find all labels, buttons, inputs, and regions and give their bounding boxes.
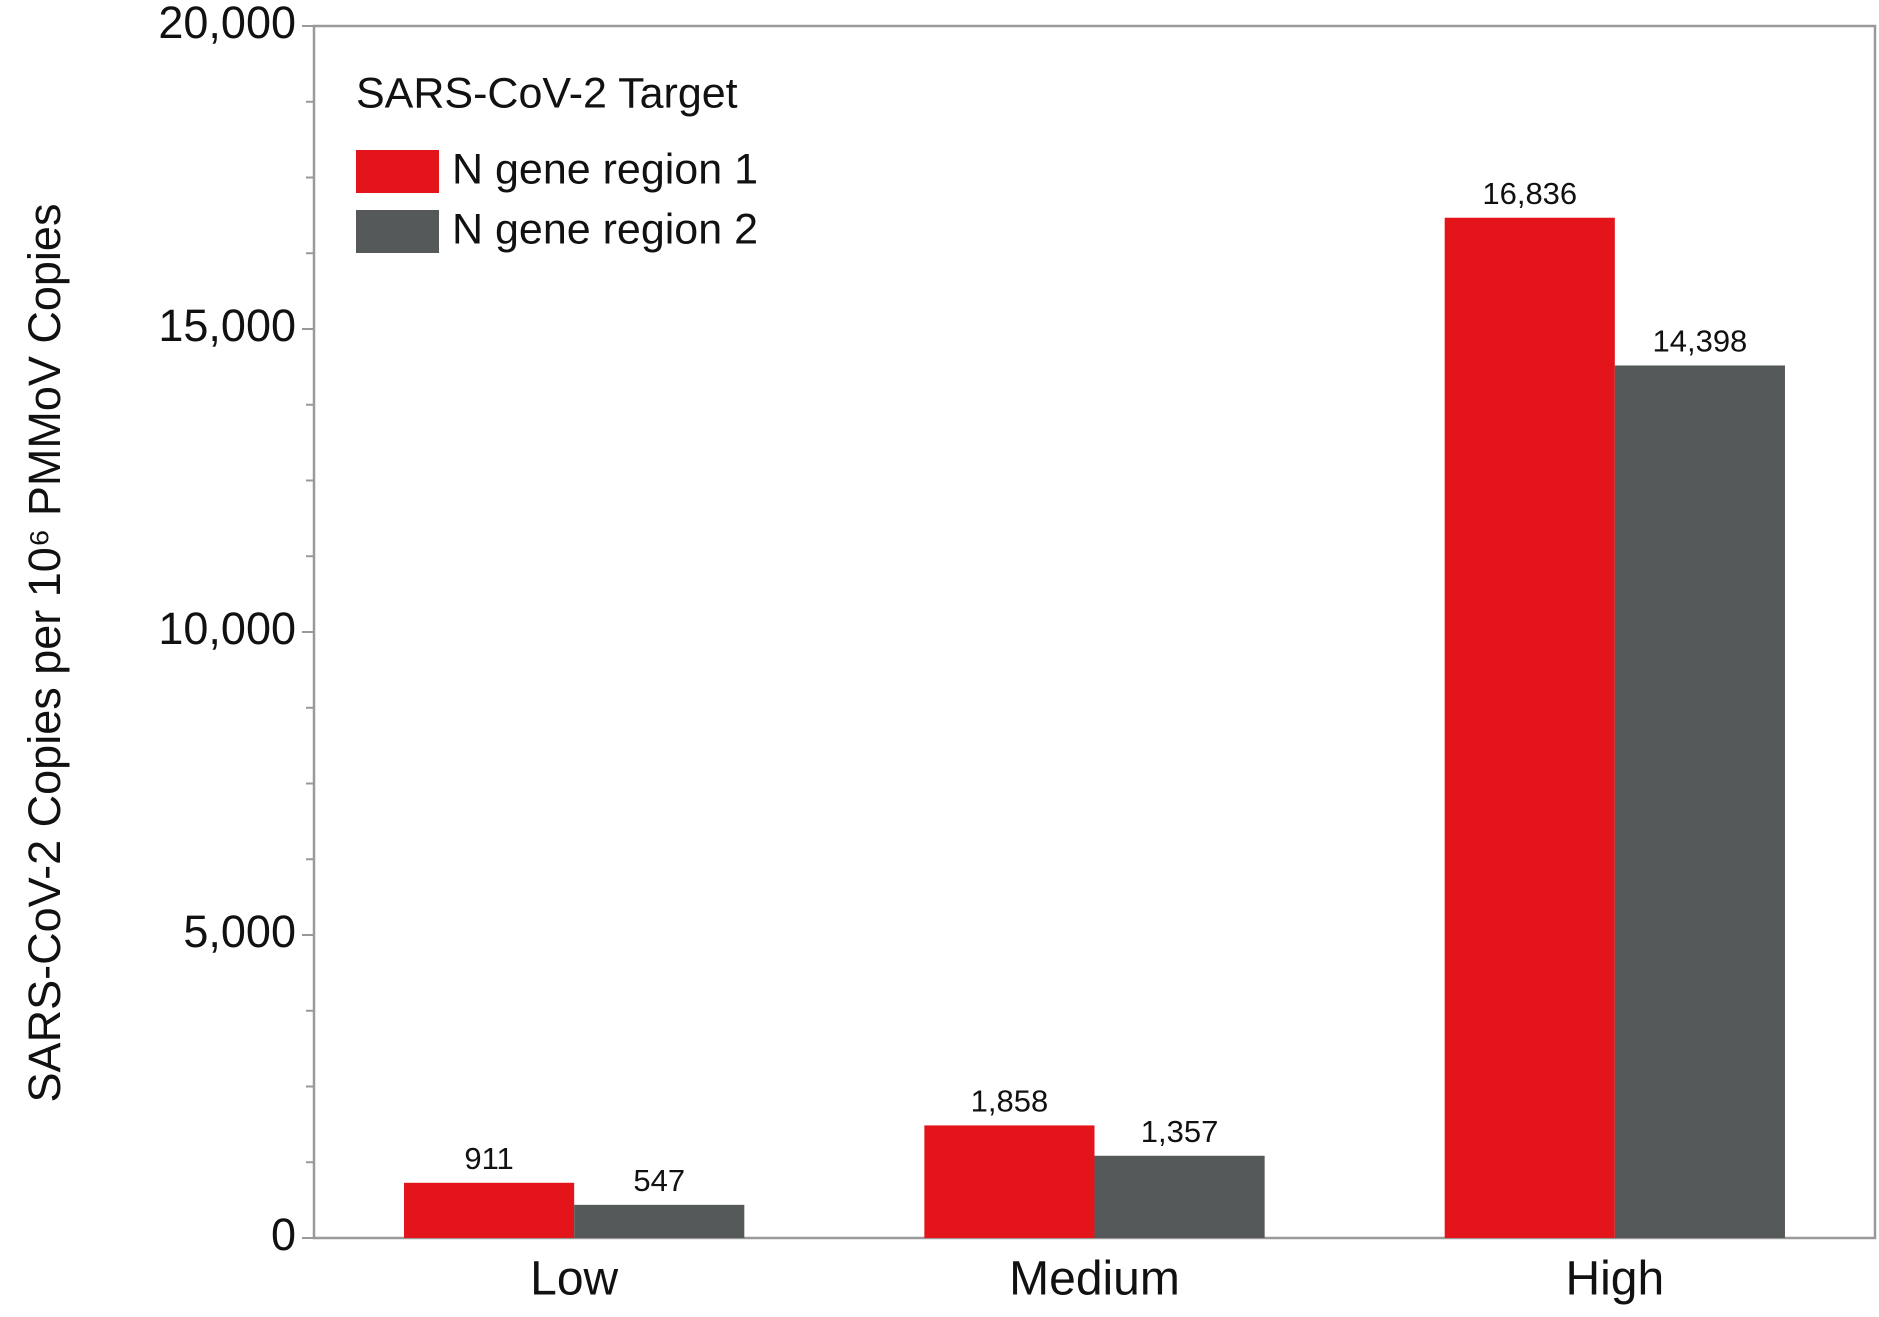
bar	[1614, 365, 1785, 1238]
legend-swatch	[356, 210, 439, 253]
y-tick-label: 5,000	[183, 906, 296, 957]
y-tick-label: 20,000	[158, 0, 296, 48]
value-label: 547	[633, 1163, 685, 1198]
bar	[1094, 1155, 1265, 1238]
value-label: 1,858	[971, 1084, 1049, 1119]
legend-title: SARS-CoV-2 Target	[356, 69, 738, 117]
value-label: 1,357	[1141, 1114, 1219, 1149]
x-tick-label: Low	[530, 1253, 618, 1306]
bar	[574, 1204, 745, 1238]
x-tick-label: Medium	[1009, 1253, 1180, 1306]
legend-label: N gene region 1	[452, 145, 758, 193]
bar	[924, 1125, 1095, 1238]
legend-label: N gene region 2	[452, 205, 758, 253]
y-tick-label: 15,000	[158, 300, 296, 351]
value-label: 14,398	[1652, 324, 1747, 359]
legend-swatch	[356, 150, 439, 193]
x-tick-label: High	[1565, 1253, 1664, 1306]
y-tick-label: 0	[271, 1209, 296, 1260]
value-label: 911	[464, 1141, 513, 1176]
y-tick-label: 10,000	[158, 603, 296, 654]
value-label: 16,836	[1482, 176, 1577, 211]
y-axis-label: SARS-CoV-2 Copies per 10⁶ PMMoV Copies	[19, 204, 70, 1103]
bar	[1444, 217, 1615, 1238]
bar	[404, 1182, 575, 1238]
